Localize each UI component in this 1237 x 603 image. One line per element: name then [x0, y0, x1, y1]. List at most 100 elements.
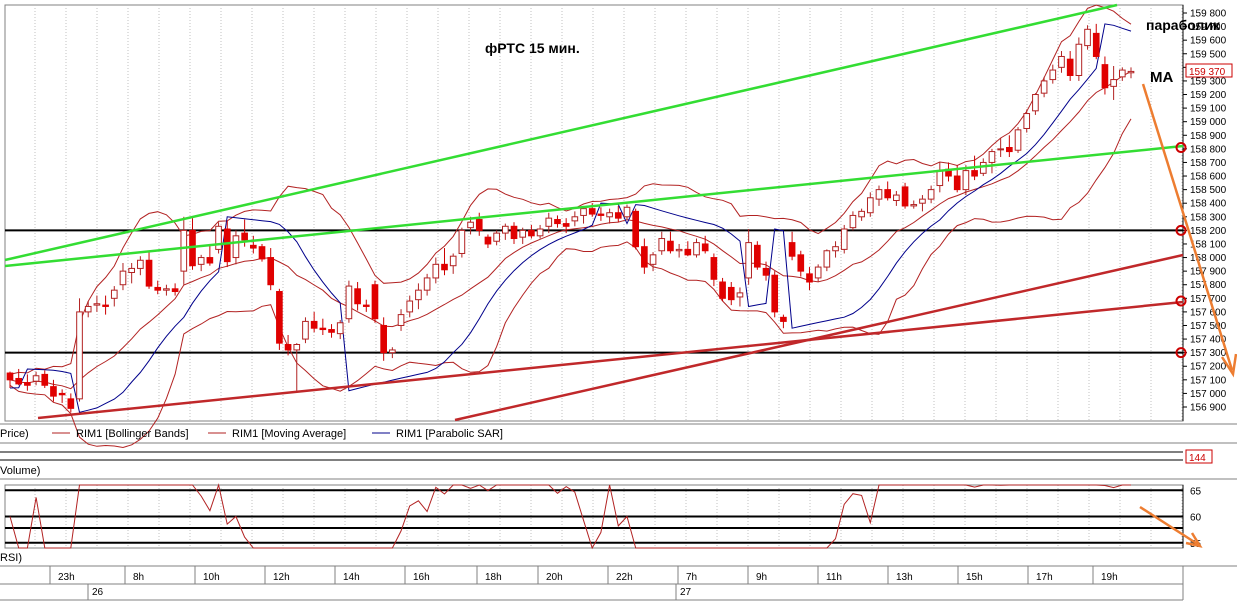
candle-bullish: [345, 285, 353, 320]
candle-bullish: [693, 242, 700, 256]
candle-bullish: [493, 232, 500, 242]
price-tick-label: 157 100: [1190, 375, 1227, 386]
candle-bullish: [658, 238, 666, 252]
price-tick-label: 156 900: [1190, 403, 1227, 414]
candle-bullish: [215, 225, 222, 250]
candle-bearish: [1101, 64, 1109, 89]
level-marker-circle: [1175, 224, 1187, 236]
time-tick-label: 22h: [616, 572, 633, 583]
time-tick-label: 17h: [1036, 572, 1053, 583]
candle-bearish: [310, 320, 318, 329]
price-tick-label: 158 200: [1190, 226, 1227, 237]
candle-bearish: [701, 243, 709, 252]
candle-bearish: [971, 170, 978, 177]
candle-bearish: [901, 186, 909, 207]
price-tick-label: 158 900: [1190, 131, 1227, 142]
candle-bullish: [1023, 113, 1031, 129]
candle-bullish: [979, 161, 987, 174]
price-tick-label: 157 200: [1190, 362, 1227, 373]
candle-bullish: [180, 229, 188, 272]
candle-bearish: [267, 257, 275, 286]
candle-bearish: [632, 210, 639, 248]
candle-bullish: [1075, 43, 1083, 76]
candle-bearish: [597, 213, 605, 216]
candle-bearish: [371, 284, 379, 320]
candle-bullish: [423, 277, 431, 291]
candle-bearish: [727, 286, 735, 301]
legend: Price) RIM1 [Bollinger Bands] RIM1 [Movi…: [0, 428, 503, 440]
candle-bearish: [475, 219, 483, 231]
candle-bearish: [206, 257, 214, 264]
candle-bullish: [840, 228, 848, 250]
candle-bullish: [389, 349, 396, 354]
candle-bearish: [780, 316, 787, 322]
volume-value: 144: [1189, 453, 1206, 464]
candle-bearish: [102, 304, 109, 307]
green-trendline-upper: [4, 3, 1118, 262]
price-tick-label: 157 600: [1190, 307, 1227, 318]
candle-bearish: [614, 212, 622, 219]
candle-bearish: [710, 257, 718, 280]
candle-bullish: [128, 267, 135, 273]
candle-bearish: [953, 175, 961, 191]
candle-bullish: [571, 216, 579, 222]
parabolic-sar: [9, 23, 1132, 414]
candle-bearish: [554, 219, 561, 225]
bollinger-bands: [9, 4, 1132, 449]
candle-bullish: [519, 229, 527, 238]
candle-bearish: [719, 281, 726, 299]
candles: [6, 23, 1135, 413]
candle-bullish: [406, 300, 414, 313]
candle-bullish: [163, 288, 170, 291]
candle-bullish: [110, 289, 118, 299]
candle-bullish: [93, 303, 101, 306]
candle-bullish: [467, 221, 474, 229]
time-axis: 23h 8h 10h 12h 14h 16h 18h 20h 22h 7h 9h 11h 13h 15h 1…: [49, 566, 1118, 600]
support-resistance-lines: [5, 229, 1183, 354]
candle-bullish: [536, 228, 544, 237]
parabolic-annotation: параболик: [1146, 17, 1221, 33]
candle-bullish: [623, 206, 631, 218]
legend-ma: RIM1 [Moving Average]: [232, 428, 346, 440]
candle-bearish: [1092, 32, 1100, 57]
ma-annotation: MA: [1150, 69, 1173, 86]
candle-bearish: [667, 240, 674, 252]
candle-bearish: [1006, 147, 1013, 153]
forecast-arrow: [1141, 83, 1237, 378]
price-tick-label: 158 500: [1190, 185, 1227, 196]
candle-bullish: [336, 322, 344, 335]
volume-label: Volume): [0, 465, 40, 477]
candle-bearish: [562, 223, 570, 227]
grid: [34, 5, 1183, 548]
candle-bearish: [797, 254, 805, 272]
candle-bullish: [397, 314, 405, 326]
candle-bearish: [6, 372, 14, 381]
candle-bullish: [910, 204, 918, 207]
time-tick-label: 20h: [546, 572, 563, 583]
candle-bullish: [649, 254, 657, 265]
rsi-label: RSI): [0, 552, 22, 564]
price-tick-label: 158 800: [1190, 144, 1227, 155]
candle-bearish: [145, 259, 153, 287]
candle-bullish: [232, 235, 240, 259]
candle-bearish: [58, 392, 66, 396]
candle-bullish: [927, 189, 935, 200]
time-tick-label: 12h: [273, 572, 290, 583]
candle-bullish: [849, 214, 857, 229]
time-tick-label: 9h: [756, 572, 767, 583]
candle-bullish: [1014, 129, 1022, 151]
price-tick-label: 158 300: [1190, 212, 1227, 223]
candle-bearish: [762, 267, 770, 276]
candle-bearish: [284, 344, 292, 351]
candle-bearish: [154, 286, 162, 291]
candle-bearish: [380, 324, 387, 354]
candle-bullish: [875, 189, 883, 200]
candle-bearish: [588, 208, 596, 215]
time-tick-label: 10h: [203, 572, 220, 583]
price-tick-label: 159 800: [1190, 9, 1227, 20]
time-tick-label: 7h: [686, 572, 697, 583]
last-price-marker: 159 370: [1185, 63, 1233, 78]
candle-bullish: [736, 292, 744, 298]
candle-bullish: [606, 212, 613, 218]
